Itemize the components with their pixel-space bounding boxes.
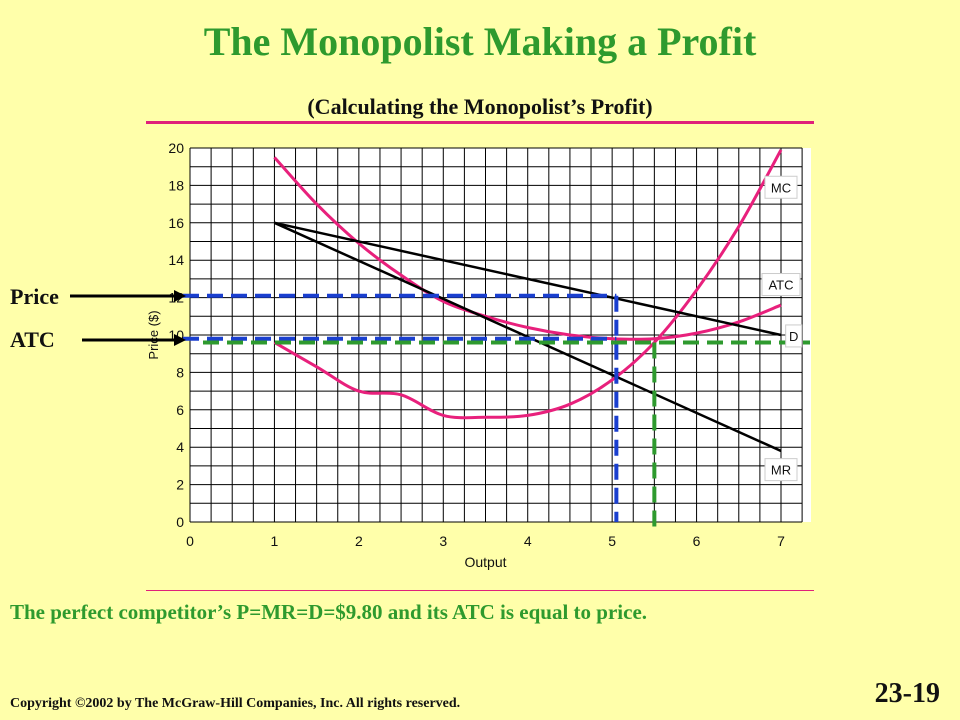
price-pointer-arrowhead [174,290,186,302]
series-label-mc: MC [771,180,791,195]
x-tick-label: 1 [271,533,279,549]
footnote: The perfect competitor’s P=MR=D=$9.80 an… [10,600,648,624]
price-pointer-label: Price [10,284,59,309]
y-tick-label: 14 [168,252,184,268]
series-atc-line [273,156,782,341]
slide-number: 23-19 [874,678,940,709]
series-label-box [764,175,798,199]
y-tick-label: 4 [176,439,184,455]
series-label-d: D [789,329,798,344]
series-label-box [764,458,798,482]
y-tick-label: 0 [176,514,184,530]
series-label-box [785,324,803,348]
x-tick-label: 5 [608,533,616,549]
x-tick-label: 0 [186,533,194,549]
series-mc-line [273,149,783,420]
page-title: The Monopolist Making a Profit [203,19,757,64]
copyright-text: Copyright ©2002 by The McGraw-Hill Compa… [10,696,461,711]
atc-pointer-arrowhead [174,334,186,346]
x-tick-label: 6 [693,533,701,549]
bottom-divider [146,590,814,591]
atc-pointer-label: ATC [10,327,55,352]
y-axis-label: Price ($) [146,310,161,359]
x-tick-label: 2 [355,533,363,549]
page-subtitle: (Calculating the Monopolist’s Profit) [307,94,653,119]
series-label-mr: MR [771,463,791,478]
series-d-line [274,221,782,337]
series-label-box [761,273,801,297]
x-axis-label: Output [464,554,506,570]
y-tick-label: 18 [168,177,184,193]
x-tick-label: 7 [777,533,785,549]
y-tick-label: 2 [176,477,184,493]
series-label-atc: ATC [768,278,793,293]
y-tick-label: 16 [168,215,184,231]
x-tick-label: 3 [439,533,447,549]
x-tick-label: 4 [524,533,532,549]
y-tick-label: 6 [176,402,184,418]
top-divider [146,121,814,124]
y-tick-label: 8 [176,364,184,380]
y-tick-label: 20 [168,140,184,156]
